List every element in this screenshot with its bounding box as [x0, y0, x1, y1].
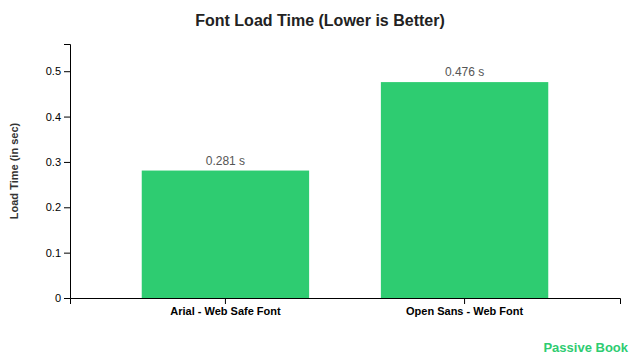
- y-axis: 0 0.1 0.2 0.3 0.4 0.5: [46, 45, 71, 305]
- y-tick: 0.3: [46, 156, 70, 168]
- x-axis-line: [71, 299, 621, 305]
- data-label: 0.281 s: [206, 154, 245, 168]
- y-tick-mark: [64, 298, 70, 299]
- y-tick: 0.5: [46, 65, 70, 77]
- y-tick-label: 0.4: [46, 111, 61, 123]
- y-tick-mark: [64, 162, 70, 163]
- y-tick-mark: [64, 71, 70, 72]
- y-tick-label: 0.1: [46, 247, 61, 259]
- watermark: Passive Book: [543, 340, 628, 355]
- y-tick-mark: [64, 117, 70, 118]
- data-labels: 0.281 s 0.476 s: [206, 65, 485, 167]
- x-axis: Arial - Web Safe Font Open Sans - Web Fon…: [71, 298, 621, 317]
- y-tick: 0.2: [46, 201, 70, 213]
- y-tick: 0.4: [46, 111, 70, 123]
- title: Font Load Time (Lower is Better): [195, 12, 445, 29]
- y-axis-title: Load Time (in sec): [8, 122, 20, 219]
- plot: 0 0.1 0.2 0.3 0.4 0.5 Arial - Web Safe Font Ope…: [46, 45, 621, 317]
- x-tick-mark: [225, 298, 226, 304]
- x-tick-mark: [464, 298, 465, 304]
- bar: [142, 171, 309, 298]
- x-tick: Arial - Web Safe Font: [170, 298, 281, 317]
- y-tick-label: 0: [55, 292, 61, 304]
- data-label: 0.476 s: [445, 65, 484, 79]
- x-tick: Open Sans - Web Font: [406, 298, 523, 317]
- y-tick-label: 0.2: [46, 201, 61, 213]
- bars: [142, 82, 549, 298]
- y-tick: 0: [55, 292, 70, 304]
- y-tick: 0.1: [46, 247, 70, 259]
- y-tick-label: 0.3: [46, 156, 61, 168]
- y-axis-line: [64, 45, 71, 299]
- bar: [381, 82, 548, 298]
- chart: 0 0.1 0.2 0.3 0.4 0.5 Arial - Web Safe Font Ope…: [0, 0, 640, 360]
- x-tick-label: Arial - Web Safe Font: [170, 305, 281, 317]
- y-tick-mark: [64, 253, 70, 254]
- x-tick-label: Open Sans - Web Font: [406, 305, 523, 317]
- y-tick-mark: [64, 207, 70, 208]
- y-tick-label: 0.5: [46, 65, 61, 77]
